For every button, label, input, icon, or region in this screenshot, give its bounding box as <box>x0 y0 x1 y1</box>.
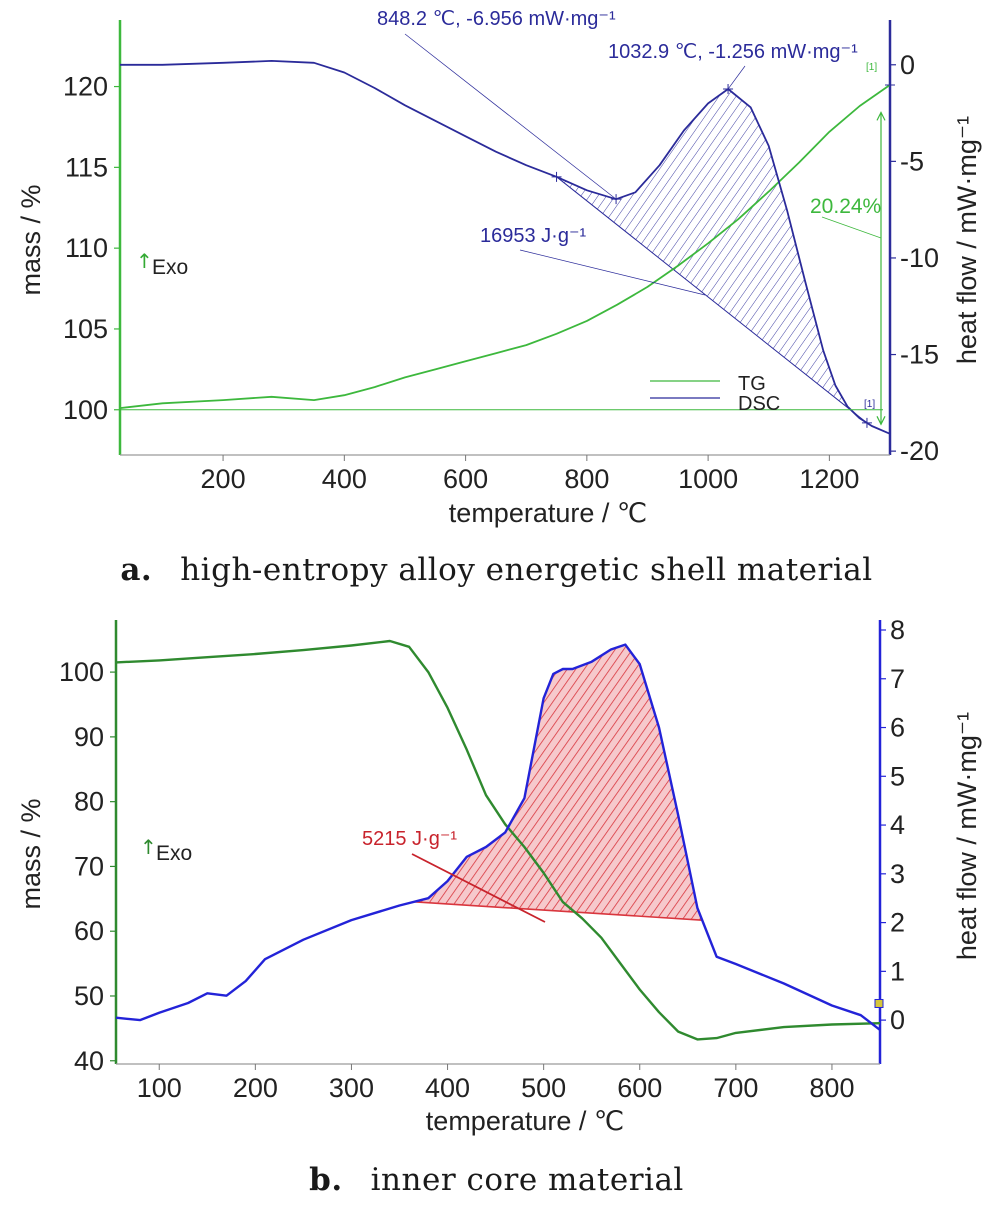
b-y2tick-label: 5 <box>890 761 905 791</box>
b-end-marker <box>874 998 884 1008</box>
a-xtick-label: 400 <box>322 464 367 494</box>
b-integration-area <box>413 644 703 921</box>
b-area-label: 5215 J·g⁻¹ <box>362 828 457 850</box>
a-x-axis-label: temperature / ℃ <box>449 498 647 528</box>
b-ytick-label: 90 <box>74 722 104 752</box>
a-area-leader <box>519 249 706 296</box>
a-peak1-leader <box>404 33 617 200</box>
a-baseline <box>556 176 868 424</box>
b-y2tick-label: 6 <box>890 713 905 743</box>
b-series-dsc <box>115 643 881 1031</box>
a-peak1-marker <box>611 194 622 205</box>
chart-a: 200 400 600 800 1000 12001001051101151200-5-1… <box>16 8 982 528</box>
b-exo-label: Exo <box>156 842 192 865</box>
b-series-tg <box>115 639 881 1041</box>
b-baseline <box>413 901 703 921</box>
b-area-leader <box>411 853 546 923</box>
chart-b: 100 200 300 400 500 600 700 800 40 50 60 70 80 90 100 0… <box>16 615 982 1136</box>
a-marker-tg: [1] <box>866 62 877 73</box>
caption-a-text: high-entropy alloy energetic shell mater… <box>180 552 873 588</box>
a-mass-change-label: 20.24% <box>810 195 881 218</box>
b-xtick-label: 100 <box>137 1073 182 1103</box>
b-x-axis-label: temperature / ℃ <box>426 1106 624 1136</box>
a-y-axis-label: mass / % <box>16 184 46 295</box>
b-y2tick-label: 8 <box>890 615 905 645</box>
a-area-fill <box>556 89 867 423</box>
a-xtick-label: 1000 <box>678 464 738 494</box>
caption-b-text: inner core material <box>370 1162 684 1198</box>
a-exo-label: Exo <box>152 256 188 279</box>
b-ytick-label: 70 <box>74 851 104 881</box>
a-area-label: 16953 J·g⁻¹ <box>480 225 587 247</box>
b-ytick-label: 50 <box>74 981 104 1011</box>
a-marker-dsc: [1] <box>864 399 875 410</box>
a-area-start-marker <box>551 171 562 182</box>
a-xtick-label: 800 <box>564 464 609 494</box>
a-y2tick-label: -20 <box>900 436 939 466</box>
b-y2tick-label: 2 <box>890 908 905 938</box>
a-y2tick-label: -10 <box>900 243 939 273</box>
caption-b-letter: b. <box>309 1162 343 1198</box>
caption-b: b. inner core material <box>0 1162 993 1198</box>
a-exo-arrow: ↑ <box>136 249 153 273</box>
a-series-tg <box>119 84 891 409</box>
b-y2tick-label: 1 <box>890 956 905 986</box>
a-integration-area <box>556 89 868 424</box>
a-y2-axis-label: heat flow / mW·mg⁻¹ <box>952 116 982 364</box>
a-peak2-marker <box>723 84 734 95</box>
b-xtick-label: 800 <box>809 1073 854 1103</box>
caption-a: a. high-entropy alloy energetic shell mat… <box>0 552 993 588</box>
b-xtick-label: 600 <box>617 1073 662 1103</box>
b-y2tick-label: 0 <box>890 1005 905 1035</box>
b-xtick-label: 400 <box>425 1073 470 1103</box>
a-legend-dsc: DSC <box>738 393 780 415</box>
a-series-dsc <box>120 60 891 435</box>
a-legend-tg: TG <box>738 373 766 395</box>
a-axes <box>118 20 892 456</box>
b-xtick-label: 700 <box>713 1073 758 1103</box>
b-xtick-label: 500 <box>521 1073 566 1103</box>
a-ytick-label: 120 <box>63 72 108 102</box>
a-ytick-label: 110 <box>65 233 108 263</box>
a-mass-change-arrowheads <box>876 111 886 426</box>
b-ytick-label: 80 <box>74 787 104 817</box>
b-ytick-label: 40 <box>74 1046 104 1076</box>
a-area-end-marker <box>861 417 872 428</box>
a-y2tick-label: 0 <box>900 50 915 80</box>
b-xtick-label: 300 <box>329 1073 374 1103</box>
b-ytick-label: 100 <box>59 657 104 687</box>
b-axes <box>114 620 882 1065</box>
a-xtick-label: 600 <box>443 464 488 494</box>
b-y2tick-label: 4 <box>890 810 905 840</box>
a-ytick-label: 115 <box>65 152 108 182</box>
a-peak2-leader <box>727 65 746 90</box>
b-exo-arrow: ↑ <box>140 835 157 859</box>
a-xtick-label: 200 <box>201 464 246 494</box>
b-xtick-label: 200 <box>233 1073 278 1103</box>
b-y-axis-label: mass / % <box>16 798 46 909</box>
b-ytick-label: 60 <box>74 916 104 946</box>
a-y2tick-label: -15 <box>900 340 939 370</box>
b-area-fill <box>413 644 703 921</box>
a-y2tick-label: -5 <box>900 146 924 176</box>
a-mass-change-leader <box>821 216 882 239</box>
a-peak1-label: 848.2 ℃, -6.956 mW·mg⁻¹ <box>377 8 616 30</box>
a-xtick-label: 1200 <box>799 464 859 494</box>
a-ytick-label: 100 <box>63 395 108 425</box>
b-y2-axis-label: heat flow / mW·mg⁻¹ <box>952 712 982 960</box>
a-tg-end-marker <box>885 79 895 90</box>
a-ytick-label: 105 <box>63 314 108 344</box>
a-peak2-label: 1032.9 ℃, -1.256 mW·mg⁻¹ <box>608 41 858 63</box>
b-y2tick-label: 7 <box>890 664 905 694</box>
b-y2tick-label: 3 <box>890 859 905 889</box>
caption-a-letter: a. <box>120 552 153 588</box>
